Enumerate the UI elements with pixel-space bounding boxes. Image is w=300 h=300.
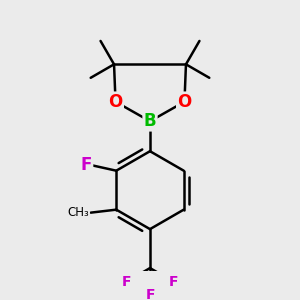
Text: F: F xyxy=(81,156,92,174)
Text: CH₃: CH₃ xyxy=(68,206,89,219)
Text: F: F xyxy=(145,288,155,300)
Text: B: B xyxy=(144,112,156,130)
Text: F: F xyxy=(169,274,178,289)
Text: F: F xyxy=(122,274,131,289)
Text: O: O xyxy=(108,93,123,111)
Text: O: O xyxy=(177,93,192,111)
